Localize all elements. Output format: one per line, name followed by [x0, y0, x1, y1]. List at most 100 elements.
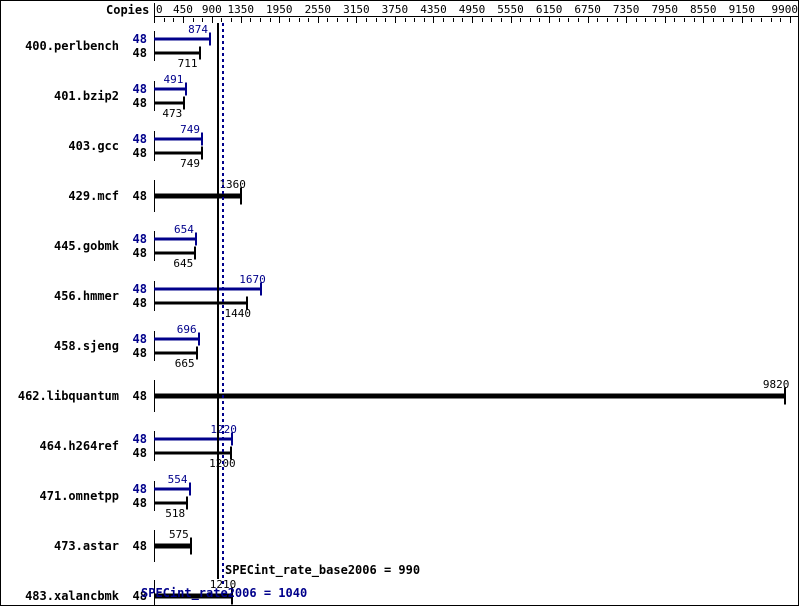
bar-base	[154, 593, 232, 599]
bar-base	[154, 101, 185, 105]
copies-value-base: 48	[132, 346, 147, 360]
axis-tick-minor	[308, 18, 309, 22]
benchmark-name: 456.hmmer	[53, 289, 119, 303]
copies-value-base: 48	[132, 96, 147, 110]
axis-tick-minor	[327, 18, 328, 22]
bar-end-cap	[209, 32, 212, 46]
bar-base	[154, 543, 191, 549]
axis-tick-label: 6150	[535, 3, 563, 16]
bar-value-label-base: 473	[162, 107, 183, 120]
axis-tick-minor	[299, 18, 300, 22]
bar-peak	[154, 237, 196, 241]
axis-tick-minor	[780, 18, 781, 22]
copies-value-peak: 48	[132, 32, 147, 46]
bar-peak	[154, 87, 186, 91]
axis-tick-major	[183, 17, 184, 23]
bar-value-label-peak: 654	[174, 223, 194, 236]
row-origin-tick	[154, 281, 155, 311]
axis-tick-label: 450	[172, 3, 193, 16]
row-origin-tick	[154, 580, 155, 605]
axis-tick-minor	[250, 18, 251, 22]
axis-tick-minor	[539, 18, 540, 22]
bar-end-cap	[184, 82, 187, 96]
axis-tick-major	[433, 17, 434, 23]
copies-header-label: Copies	[106, 3, 150, 17]
axis-tick-minor	[347, 18, 348, 22]
axis-tick-major	[742, 17, 743, 23]
copies-value-base: 48	[132, 496, 147, 510]
axis-tick-minor	[636, 18, 637, 22]
axis-tick-label: 7950	[651, 3, 678, 16]
benchmark-name: 401.bzip2	[53, 89, 119, 103]
bar-base	[154, 451, 232, 455]
copies-value-base: 48	[132, 539, 147, 553]
bar-end-cap	[186, 496, 189, 510]
bar-value-label-peak: 696	[176, 323, 197, 336]
bar-base	[154, 193, 242, 199]
axis-tick-major	[154, 17, 155, 23]
axis-tick-minor	[655, 18, 656, 22]
bar-end-cap	[183, 96, 186, 110]
copies-value-base: 48	[132, 246, 147, 260]
axis-tick-label: 900	[201, 3, 222, 16]
axis-tick-minor	[723, 18, 724, 22]
copies-value-peak: 48	[132, 132, 147, 146]
bar-peak	[154, 287, 262, 291]
bar-value-label-base: 575	[168, 528, 189, 541]
axis-tick-minor	[597, 18, 598, 22]
bar-peak	[154, 487, 190, 491]
copies-value-base: 48	[132, 446, 147, 460]
bar-end-cap	[245, 296, 248, 310]
axis-tick-minor	[414, 18, 415, 22]
bar-value-label-base: 518	[165, 507, 186, 520]
copies-value-peak: 48	[132, 82, 147, 96]
axis-tick-minor	[761, 18, 762, 22]
bar-peak	[154, 137, 203, 141]
bar-value-label-base: 665	[174, 357, 195, 370]
axis-tick-label: 7350	[612, 3, 640, 16]
axis-tick-label: 6750	[574, 3, 601, 16]
benchmark-name: 429.mcf	[68, 189, 119, 203]
axis-tick-minor	[530, 18, 531, 22]
benchmark-name: 473.astar	[53, 539, 119, 553]
axis-tick-major	[279, 17, 280, 23]
axis-tick-major	[356, 17, 357, 23]
copies-value-base: 48	[132, 389, 147, 403]
axis-tick-minor	[173, 18, 174, 22]
axis-tick-major	[790, 17, 791, 23]
axis-tick-major	[472, 17, 473, 23]
bar-end-cap	[197, 332, 200, 346]
reference-line-base	[216, 23, 219, 579]
footer-peak-label: SPECint_rate2006 = 1040	[141, 586, 308, 600]
benchmark-name: 445.gobmk	[53, 239, 119, 253]
benchmark-name: 403.gcc	[68, 139, 119, 153]
axis-tick-major	[318, 17, 319, 23]
row-origin-tick	[154, 131, 155, 161]
axis-tick-label: 3150	[343, 3, 370, 16]
bar-value-label-peak: 874	[188, 23, 209, 36]
axis-tick-minor	[732, 18, 733, 22]
benchmark-name: 458.sjeng	[53, 339, 119, 353]
copies-value-peak: 48	[132, 282, 147, 296]
axis-tick-minor	[376, 18, 377, 22]
copies-value-base: 48	[132, 589, 147, 603]
axis-tick-label: 4350	[420, 3, 447, 16]
axis-tick-label: 9150	[728, 3, 756, 16]
row-origin-tick	[154, 431, 155, 461]
footer-base-label: SPECint_rate_base2006 = 990	[225, 563, 421, 577]
bar-end-cap	[201, 146, 204, 160]
bar-end-cap	[260, 282, 263, 296]
axis-tick-minor	[578, 18, 579, 22]
copies-value-base: 48	[132, 46, 147, 60]
axis-tick-minor	[617, 18, 618, 22]
bar-value-label-base: 1210	[209, 578, 237, 591]
axis-tick-major	[395, 17, 396, 23]
axis-tick-minor	[164, 18, 165, 22]
axis-tick-minor	[520, 18, 521, 22]
row-origin-tick	[154, 331, 155, 361]
axis-tick-minor	[482, 18, 483, 22]
axis-tick-minor	[443, 18, 444, 22]
bar-base	[154, 501, 188, 505]
axis-tick-minor	[645, 18, 646, 22]
axis-tick-minor	[568, 18, 569, 22]
